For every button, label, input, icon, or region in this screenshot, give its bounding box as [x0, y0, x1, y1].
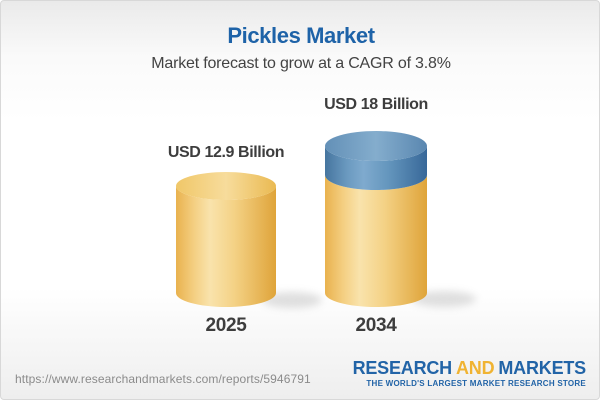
shadow-2025 [262, 292, 322, 308]
value-label-2025: USD 12.9 Billion [167, 144, 285, 161]
logo-word-research: RESEARCH [352, 358, 453, 378]
value-label-2034: USD 18 Billion [324, 96, 428, 113]
logo-word-and: AND [455, 358, 495, 378]
category-label-2034: 2034 [355, 315, 397, 336]
logo-word-markets: MARKETS [498, 358, 586, 378]
category-label-2025: 2025 [205, 315, 247, 336]
bar-2034-growth [325, 146, 427, 190]
chart-subtitle: Market forecast to grow at a CAGR of 3.8… [151, 55, 451, 72]
chart-title: Pickles Market [227, 23, 375, 48]
bar-2025 [176, 172, 276, 307]
bar-2034 [325, 131, 427, 307]
research-and-markets-logo: RESEARCH AND MARKETS THE WORLD'S LARGEST M… [352, 358, 587, 388]
logo-tagline: THE WORLD'S LARGEST MARKET RESEARCH STOR… [366, 378, 586, 388]
bar-2034-base [325, 175, 427, 307]
logo-wordmark: RESEARCH AND MARKETS [352, 358, 587, 378]
report-url-link[interactable]: https://www.researchandmarkets.com/repor… [15, 372, 311, 386]
shadow-2034 [412, 291, 476, 307]
